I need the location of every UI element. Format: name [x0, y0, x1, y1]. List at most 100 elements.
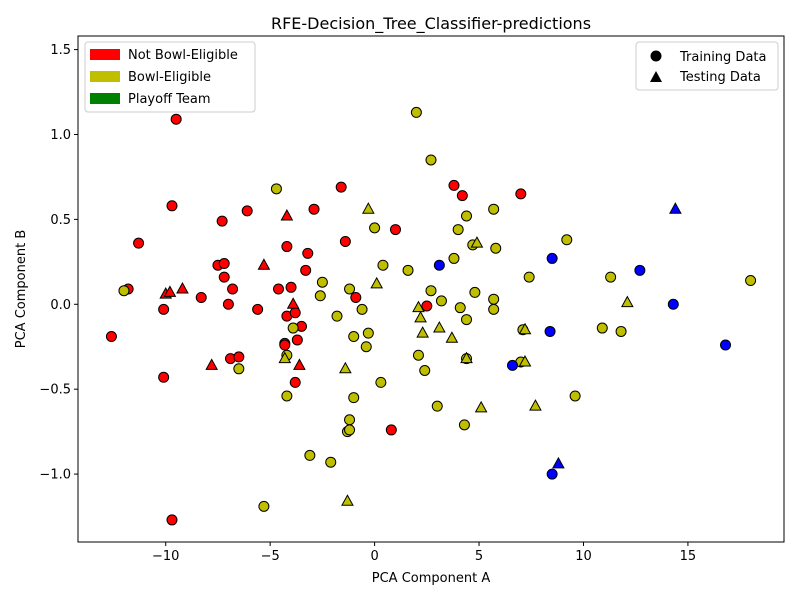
data-point-yellow-circle — [348, 392, 360, 404]
y-tick-label: −0.5 — [39, 383, 71, 398]
data-point-yellow-triangle — [518, 322, 532, 335]
data-point-yellow-circle — [419, 365, 431, 377]
data-point-yellow-circle — [745, 275, 757, 287]
data-point-blue-triangle — [552, 456, 565, 469]
data-point-blue-triangle — [669, 202, 682, 214]
chart-title: RFE-Decision_Tree_Classifier-predictions — [271, 14, 591, 34]
data-point-red-circle — [241, 205, 253, 217]
data-point-red-circle — [289, 307, 301, 319]
data-point-red-circle — [335, 181, 347, 193]
class-legend-box — [84, 41, 256, 113]
x-tick-label: 15 — [680, 549, 697, 564]
legend-label-training-data: Training Data — [679, 50, 766, 65]
legend-swatch-bowl-eligible — [90, 71, 120, 82]
marker-legend: Training Data Testing Data — [635, 41, 779, 91]
legend-label-testing-data: Testing Data — [679, 70, 761, 85]
data-point-yellow-triangle — [474, 400, 488, 413]
data-point-yellow-circle — [118, 285, 130, 297]
data-point-yellow-circle — [287, 322, 299, 334]
data-point-red-circle — [302, 247, 314, 259]
y-tick-label: 1.5 — [50, 43, 71, 58]
data-point-yellow-circle — [348, 331, 360, 343]
data-point-yellow-circle — [488, 303, 500, 315]
data-point-yellow-circle — [523, 271, 535, 283]
data-point-red-circle — [350, 291, 362, 303]
data-point-yellow-circle — [435, 295, 447, 307]
marker-legend-box — [635, 41, 779, 91]
data-point-red-circle — [222, 298, 234, 310]
data-point-red-triangle — [293, 358, 306, 370]
y-tick-label: 0.5 — [50, 213, 71, 228]
data-point-red-circle — [289, 376, 301, 388]
x-tick-label: 10 — [575, 549, 592, 564]
data-point-yellow-triangle — [433, 321, 446, 333]
data-point-yellow-circle — [561, 234, 573, 246]
data-point-red-circle — [285, 281, 297, 293]
x-axis-label: PCA Component A — [372, 571, 491, 586]
data-point-red-circle — [389, 224, 401, 236]
data-point-red-circle — [218, 258, 230, 270]
data-point-yellow-circle — [454, 302, 466, 314]
data-point-yellow-triangle — [361, 202, 375, 214]
data-point-yellow-triangle — [339, 361, 352, 374]
y-tick-label: 1.0 — [50, 128, 71, 143]
data-point-yellow-circle — [375, 376, 387, 388]
data-point-red-circle — [166, 514, 178, 526]
data-point-yellow-triangle — [529, 399, 542, 411]
data-point-blue-circle — [720, 339, 732, 351]
data-point-yellow-circle — [325, 456, 337, 468]
data-point-red-circle — [158, 371, 170, 383]
data-point-yellow-circle — [270, 183, 282, 195]
data-point-yellow-circle — [425, 285, 437, 297]
data-point-red-circle — [233, 351, 245, 363]
data-point-yellow-triangle — [412, 300, 425, 313]
data-point-red-circle — [515, 188, 527, 200]
data-point-yellow-circle — [488, 203, 500, 215]
legend-swatch-playoff-team — [90, 93, 120, 104]
y-axis-ticks: −1.0 −0.5 0.0 0.5 1.0 1.5 — [39, 43, 78, 483]
data-point-yellow-circle — [377, 259, 389, 271]
data-point-yellow-triangle — [341, 494, 354, 506]
data-point-red-circle — [273, 283, 285, 295]
data-point-red-circle — [421, 300, 433, 312]
data-point-red-circle — [252, 303, 264, 315]
data-point-yellow-triangle — [445, 331, 459, 343]
data-point-yellow-triangle — [416, 326, 429, 338]
data-point-blue-circle — [546, 468, 558, 480]
data-point-red-circle — [281, 241, 293, 253]
legend-label-not-bowl-eligible: Not Bowl-Eligible — [128, 48, 238, 63]
y-tick-label: −1.0 — [39, 468, 71, 483]
data-point-blue-circle — [544, 325, 556, 337]
data-point-blue-circle — [546, 252, 558, 264]
data-point-red-circle — [216, 215, 228, 227]
data-point-red-triangle — [257, 258, 271, 270]
data-point-yellow-circle — [369, 222, 381, 234]
data-point-red-circle — [105, 331, 117, 343]
class-legend: Not Bowl-Eligible Bowl-Eligible Playoff … — [84, 41, 256, 113]
data-point-red-circle — [448, 179, 460, 191]
x-tick-label: −10 — [152, 549, 179, 564]
data-point-yellow-circle — [605, 271, 617, 283]
data-point-red-circle — [227, 283, 239, 295]
data-point-red-circle — [385, 424, 397, 436]
data-point-red-triangle — [205, 358, 219, 370]
data-point-red-circle — [300, 264, 312, 276]
data-point-red-circle — [279, 339, 291, 351]
data-point-yellow-circle — [344, 414, 356, 426]
data-point-yellow-circle — [461, 210, 473, 222]
data-point-red-circle — [308, 203, 320, 215]
data-point-yellow-circle — [360, 341, 372, 353]
data-point-red-circle — [195, 291, 207, 303]
x-tick-label: 0 — [370, 549, 378, 564]
data-point-yellow-triangle — [470, 236, 484, 248]
data-point-yellow-triangle — [370, 276, 384, 289]
data-point-yellow-circle — [490, 242, 502, 254]
x-tick-label: 5 — [475, 549, 483, 564]
legend-label-playoff-team: Playoff Team — [128, 92, 211, 107]
data-point-yellow-circle — [458, 419, 470, 431]
data-point-yellow-circle — [596, 322, 608, 334]
data-point-red-circle — [166, 200, 178, 212]
data-point-red-circle — [456, 190, 468, 202]
data-point-yellow-circle — [331, 310, 343, 322]
data-point-yellow-circle — [488, 293, 500, 305]
